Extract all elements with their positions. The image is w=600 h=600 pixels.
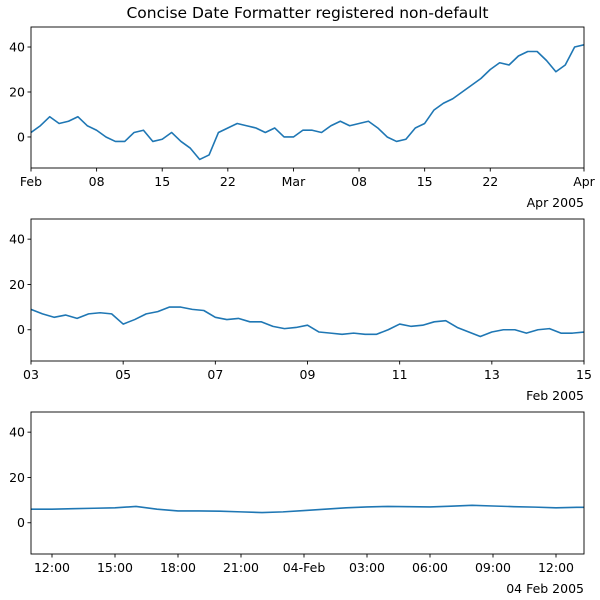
x-tick: 08 bbox=[351, 168, 367, 189]
x-tick: 04-Feb bbox=[283, 554, 326, 575]
y-tick: 20 bbox=[9, 277, 31, 292]
x-tick: 15 bbox=[154, 168, 170, 189]
x-tick: 09:00 bbox=[475, 554, 511, 575]
x-tick: 15 bbox=[576, 361, 592, 382]
x-tick-label: 12:00 bbox=[34, 560, 70, 575]
x-tick-label: 12:00 bbox=[538, 560, 574, 575]
x-tick-label: Apr bbox=[573, 174, 595, 189]
y-tick: 20 bbox=[9, 84, 31, 99]
y-tick: 40 bbox=[9, 232, 31, 247]
x-tick-label: 09 bbox=[300, 367, 316, 382]
x-offset-label: Apr 2005 bbox=[527, 195, 584, 210]
x-tick-label: 08 bbox=[351, 174, 367, 189]
y-tick: 40 bbox=[9, 40, 31, 55]
axes-3: 0 20 40 12:00 15:00 18:00 21:00 04-Feb 03:00 06:0… bbox=[9, 411, 585, 596]
x-tick: 03 bbox=[23, 361, 39, 382]
x-tick-label: 15 bbox=[417, 174, 433, 189]
x-tick-label: 18:00 bbox=[160, 560, 196, 575]
x-offset-label: 04 Feb 2005 bbox=[506, 581, 584, 596]
y-tick: 0 bbox=[17, 322, 31, 337]
x-tick: 08 bbox=[89, 168, 105, 189]
x-tick-label: 15 bbox=[576, 367, 592, 382]
y-tick-label: 0 bbox=[17, 129, 25, 144]
x-tick: 05 bbox=[115, 361, 131, 382]
x-tick: 09 bbox=[300, 361, 316, 382]
y-tick-label: 20 bbox=[9, 277, 25, 292]
x-tick: 18:00 bbox=[160, 554, 196, 575]
x-tick: 12:00 bbox=[34, 554, 70, 575]
y-tick: 0 bbox=[17, 515, 31, 530]
y-tick: 40 bbox=[9, 425, 31, 440]
x-tick-label: 15:00 bbox=[97, 560, 133, 575]
x-tick-label: 03:00 bbox=[349, 560, 385, 575]
x-tick: Mar bbox=[282, 168, 306, 189]
x-tick-label: 15 bbox=[154, 174, 170, 189]
y-tick-label: 20 bbox=[9, 470, 25, 485]
x-tick-label: 09:00 bbox=[475, 560, 511, 575]
series-line bbox=[31, 43, 584, 161]
x-tick-label: 06:00 bbox=[412, 560, 448, 575]
axes-frame bbox=[30, 26, 585, 169]
axes-1: 0 20 40 Feb 08 15 22 Mar 08 15 22 Apr Apr 2005 bbox=[9, 26, 596, 210]
axes-2: 0 20 40 03 05 07 09 11 13 15 Feb 2005 bbox=[9, 218, 592, 403]
x-tick: 15:00 bbox=[97, 554, 133, 575]
x-tick: 21:00 bbox=[223, 554, 259, 575]
x-tick-label: 07 bbox=[207, 367, 223, 382]
x-tick-label: 21:00 bbox=[223, 560, 259, 575]
x-tick: 22 bbox=[482, 168, 498, 189]
x-tick-label: Mar bbox=[282, 174, 306, 189]
x-tick: 11 bbox=[392, 361, 408, 382]
x-tick: 15 bbox=[417, 168, 433, 189]
x-tick: 22 bbox=[220, 168, 236, 189]
x-tick-label: Feb bbox=[20, 174, 42, 189]
x-tick: Feb bbox=[20, 168, 42, 189]
y-tick-label: 40 bbox=[9, 425, 25, 440]
y-tick-label: 40 bbox=[9, 40, 25, 55]
x-tick: 13 bbox=[484, 361, 500, 382]
x-tick: 12:00 bbox=[538, 554, 574, 575]
x-tick-label: 04-Feb bbox=[283, 560, 326, 575]
axes-frame bbox=[30, 411, 585, 555]
y-tick-label: 0 bbox=[17, 322, 25, 337]
x-tick-label: 13 bbox=[484, 367, 500, 382]
y-tick: 0 bbox=[17, 129, 31, 144]
x-tick-label: 03 bbox=[23, 367, 39, 382]
x-tick: 03:00 bbox=[349, 554, 385, 575]
y-tick-label: 20 bbox=[9, 84, 25, 99]
series-line bbox=[31, 504, 584, 514]
x-offset-label: Feb 2005 bbox=[526, 388, 584, 403]
chart-title: Concise Date Formatter registered non-de… bbox=[126, 4, 488, 22]
x-tick: 06:00 bbox=[412, 554, 448, 575]
y-tick-label: 0 bbox=[17, 515, 25, 530]
x-tick: 07 bbox=[207, 361, 223, 382]
y-tick-label: 40 bbox=[9, 232, 25, 247]
x-tick-label: 22 bbox=[482, 174, 498, 189]
y-tick: 20 bbox=[9, 470, 31, 485]
x-tick-label: 22 bbox=[220, 174, 236, 189]
x-tick-label: 05 bbox=[115, 367, 131, 382]
x-tick-label: 11 bbox=[392, 367, 408, 382]
x-tick: Apr bbox=[573, 168, 596, 189]
x-tick-label: 08 bbox=[89, 174, 105, 189]
series-line bbox=[31, 306, 584, 338]
